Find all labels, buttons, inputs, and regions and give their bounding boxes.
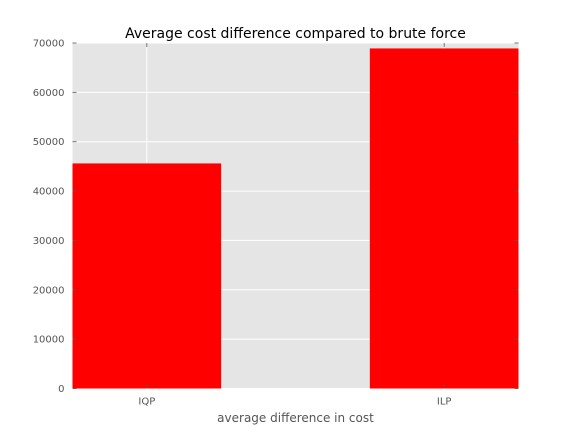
y-tick-label: 20000 [33,285,65,296]
x-tick-label: IQP [138,397,155,408]
y-tick-label: 10000 [33,335,65,346]
y-tick-label: 40000 [33,187,65,198]
axis-ticks: 0 10000 20000 30000 40000 50000 60000 70000 IQP I… [33,39,519,408]
bars [72,48,519,389]
x-tick-label: ILP [437,397,452,408]
chart-title: Average cost difference compared to brut… [125,26,466,42]
x-axis-label: average difference in cost [217,411,374,425]
y-tick-label: 30000 [33,236,65,247]
bar-iqp [72,163,222,389]
y-tick-label: 0 [58,384,64,395]
bar-ilp [369,48,519,389]
y-tick-label: 70000 [33,39,65,50]
y-tick-label: 50000 [33,137,65,148]
y-tick-label: 60000 [33,88,65,99]
